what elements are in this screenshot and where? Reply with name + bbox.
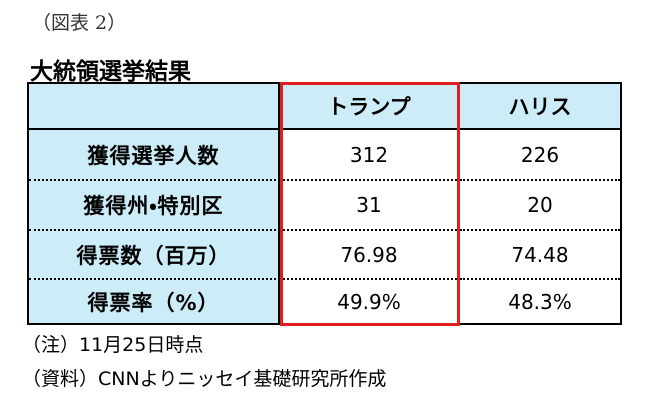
column-header: トランプ: [280, 84, 460, 130]
row-label: 得票率（%）: [29, 280, 280, 323]
header-corner: [29, 84, 280, 130]
source: （資料）CNNよりニッセイ基礎研究所作成: [22, 368, 387, 390]
value-cell: 74.48: [460, 231, 620, 280]
table-title: 大統領選挙結果: [30, 59, 191, 85]
row-label: 獲得選挙人数: [29, 130, 280, 181]
row-label: 獲得州・特別区: [29, 181, 280, 231]
row-label: 得票数（百万）: [29, 231, 280, 280]
figure-number: （図表 2）: [32, 12, 127, 34]
column-header: ハリス: [460, 84, 620, 130]
value-cell: 48.3%: [508, 289, 572, 314]
value-cell: 20: [460, 181, 620, 231]
highlight-box: [280, 82, 460, 326]
value-cell: 226: [460, 130, 620, 181]
note: （注）11月25日時点: [22, 334, 204, 356]
result-table: トランプ ハリス 獲得選挙人数 312 226 獲得州・特別区 31 20 得票数（百万） 76.…: [27, 82, 622, 325]
